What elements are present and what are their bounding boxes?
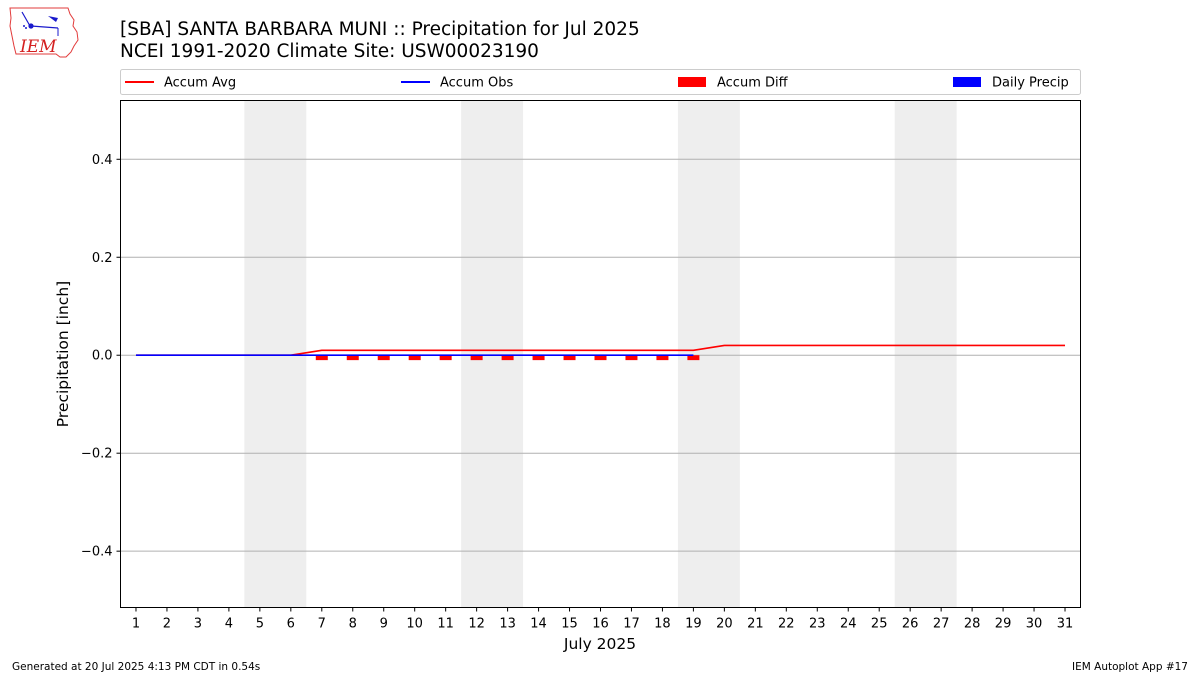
x-tick-label: 17 bbox=[623, 617, 640, 632]
y-tick-label: 0.4 bbox=[92, 153, 113, 168]
x-tick-label: 5 bbox=[256, 617, 264, 632]
legend-frame bbox=[120, 69, 1081, 95]
x-tick-label: 1 bbox=[132, 617, 140, 632]
x-tick-label: 23 bbox=[809, 617, 826, 632]
x-tick-label: 10 bbox=[406, 617, 423, 632]
weekend-shading bbox=[244, 100, 957, 608]
x-tick-label: 8 bbox=[349, 617, 357, 632]
x-tick-label: 19 bbox=[685, 617, 702, 632]
generated-timestamp: Generated at 20 Jul 2025 4:13 PM CDT in … bbox=[12, 661, 260, 673]
weekend-span bbox=[677, 100, 740, 608]
x-tick-label: 6 bbox=[287, 617, 295, 632]
chart-title: [SBA] SANTA BARBARA MUNI :: Precipitatio… bbox=[120, 19, 640, 40]
y-axis-label: Precipitation [inch] bbox=[54, 281, 72, 427]
x-axis: 1 2 3 4 5 6 7 8 9 10 11 12 13 14 15 16 17 18 19 20 21 22 23 24 2… bbox=[132, 607, 1074, 632]
chart-subtitle: NCEI 1991-2020 Climate Site: USW00023190 bbox=[120, 41, 539, 62]
x-tick-label: 3 bbox=[194, 617, 202, 632]
x-tick-label: 24 bbox=[840, 617, 857, 632]
x-tick-label: 20 bbox=[716, 617, 733, 632]
accum-diff-bar bbox=[532, 355, 545, 361]
x-tick-label: 7 bbox=[318, 617, 326, 632]
accum-diff-bar bbox=[625, 355, 638, 361]
x-tick-label: 4 bbox=[225, 617, 233, 632]
accum-diff-bar bbox=[470, 355, 483, 361]
y-tick-label: 0.2 bbox=[92, 251, 113, 266]
x-axis-label: July 2025 bbox=[563, 635, 636, 653]
x-tick-label: 12 bbox=[468, 617, 485, 632]
x-tick-label: 25 bbox=[871, 617, 888, 632]
legend-swatch-bar bbox=[953, 77, 981, 87]
accum-diff-bar bbox=[594, 355, 607, 361]
x-tick-label: 14 bbox=[530, 617, 547, 632]
weekend-span bbox=[894, 100, 957, 608]
legend-label: Accum Diff bbox=[717, 76, 789, 91]
legend-label: Accum Avg bbox=[164, 76, 236, 91]
accum-diff-bar bbox=[408, 355, 421, 361]
x-tick-label: 9 bbox=[380, 617, 388, 632]
accum-diff-bar bbox=[656, 355, 669, 361]
x-tick-label: 29 bbox=[995, 617, 1012, 632]
y-tick-label: −0.2 bbox=[81, 447, 113, 462]
x-tick-label: 18 bbox=[654, 617, 671, 632]
x-tick-label: 11 bbox=[437, 617, 454, 632]
x-tick-label: 2 bbox=[163, 617, 171, 632]
accum-diff-bar bbox=[346, 355, 359, 361]
y-tick-label: −0.4 bbox=[81, 545, 113, 560]
accum-diff-bar bbox=[439, 355, 452, 361]
x-tick-label: 15 bbox=[561, 617, 578, 632]
accum-diff-bar bbox=[687, 355, 700, 361]
legend: Accum Avg Accum Obs Accum Diff Daily Precip bbox=[120, 69, 1081, 95]
x-tick-label: 16 bbox=[592, 617, 609, 632]
legend-label: Accum Obs bbox=[440, 76, 513, 91]
legend-label: Daily Precip bbox=[992, 76, 1069, 91]
accum-diff-bar bbox=[501, 355, 514, 361]
plot-area: −0.4−0.20.00.20.4 1 2 3 4 5 6 7 8 9 10 11 12 13 14 15 1… bbox=[81, 100, 1081, 632]
logo-text: IEM bbox=[19, 37, 57, 57]
x-tick-label: 30 bbox=[1026, 617, 1043, 632]
y-tick-label: 0.0 bbox=[92, 349, 113, 364]
weekend-span bbox=[461, 100, 524, 608]
series-layer bbox=[135, 344, 1066, 361]
x-tick-label: 26 bbox=[902, 617, 919, 632]
accum-diff-bar bbox=[377, 355, 390, 361]
app-credit: IEM Autoplot App #17 bbox=[1072, 661, 1188, 673]
x-tick-label: 31 bbox=[1057, 617, 1074, 632]
accum-diff-bar bbox=[563, 355, 576, 361]
x-tick-label: 28 bbox=[964, 617, 981, 632]
x-tick-label: 13 bbox=[499, 617, 516, 632]
y-axis: −0.4 −0.2 0.0 0.2 0.4 bbox=[81, 153, 121, 560]
x-tick-label: 27 bbox=[933, 617, 950, 632]
x-tick-label: 21 bbox=[747, 617, 764, 632]
legend-swatch-bar bbox=[678, 77, 706, 87]
x-tick-label: 22 bbox=[778, 617, 795, 632]
iem-logo: IEM bbox=[9, 7, 79, 58]
accum-diff-bar bbox=[315, 355, 328, 361]
